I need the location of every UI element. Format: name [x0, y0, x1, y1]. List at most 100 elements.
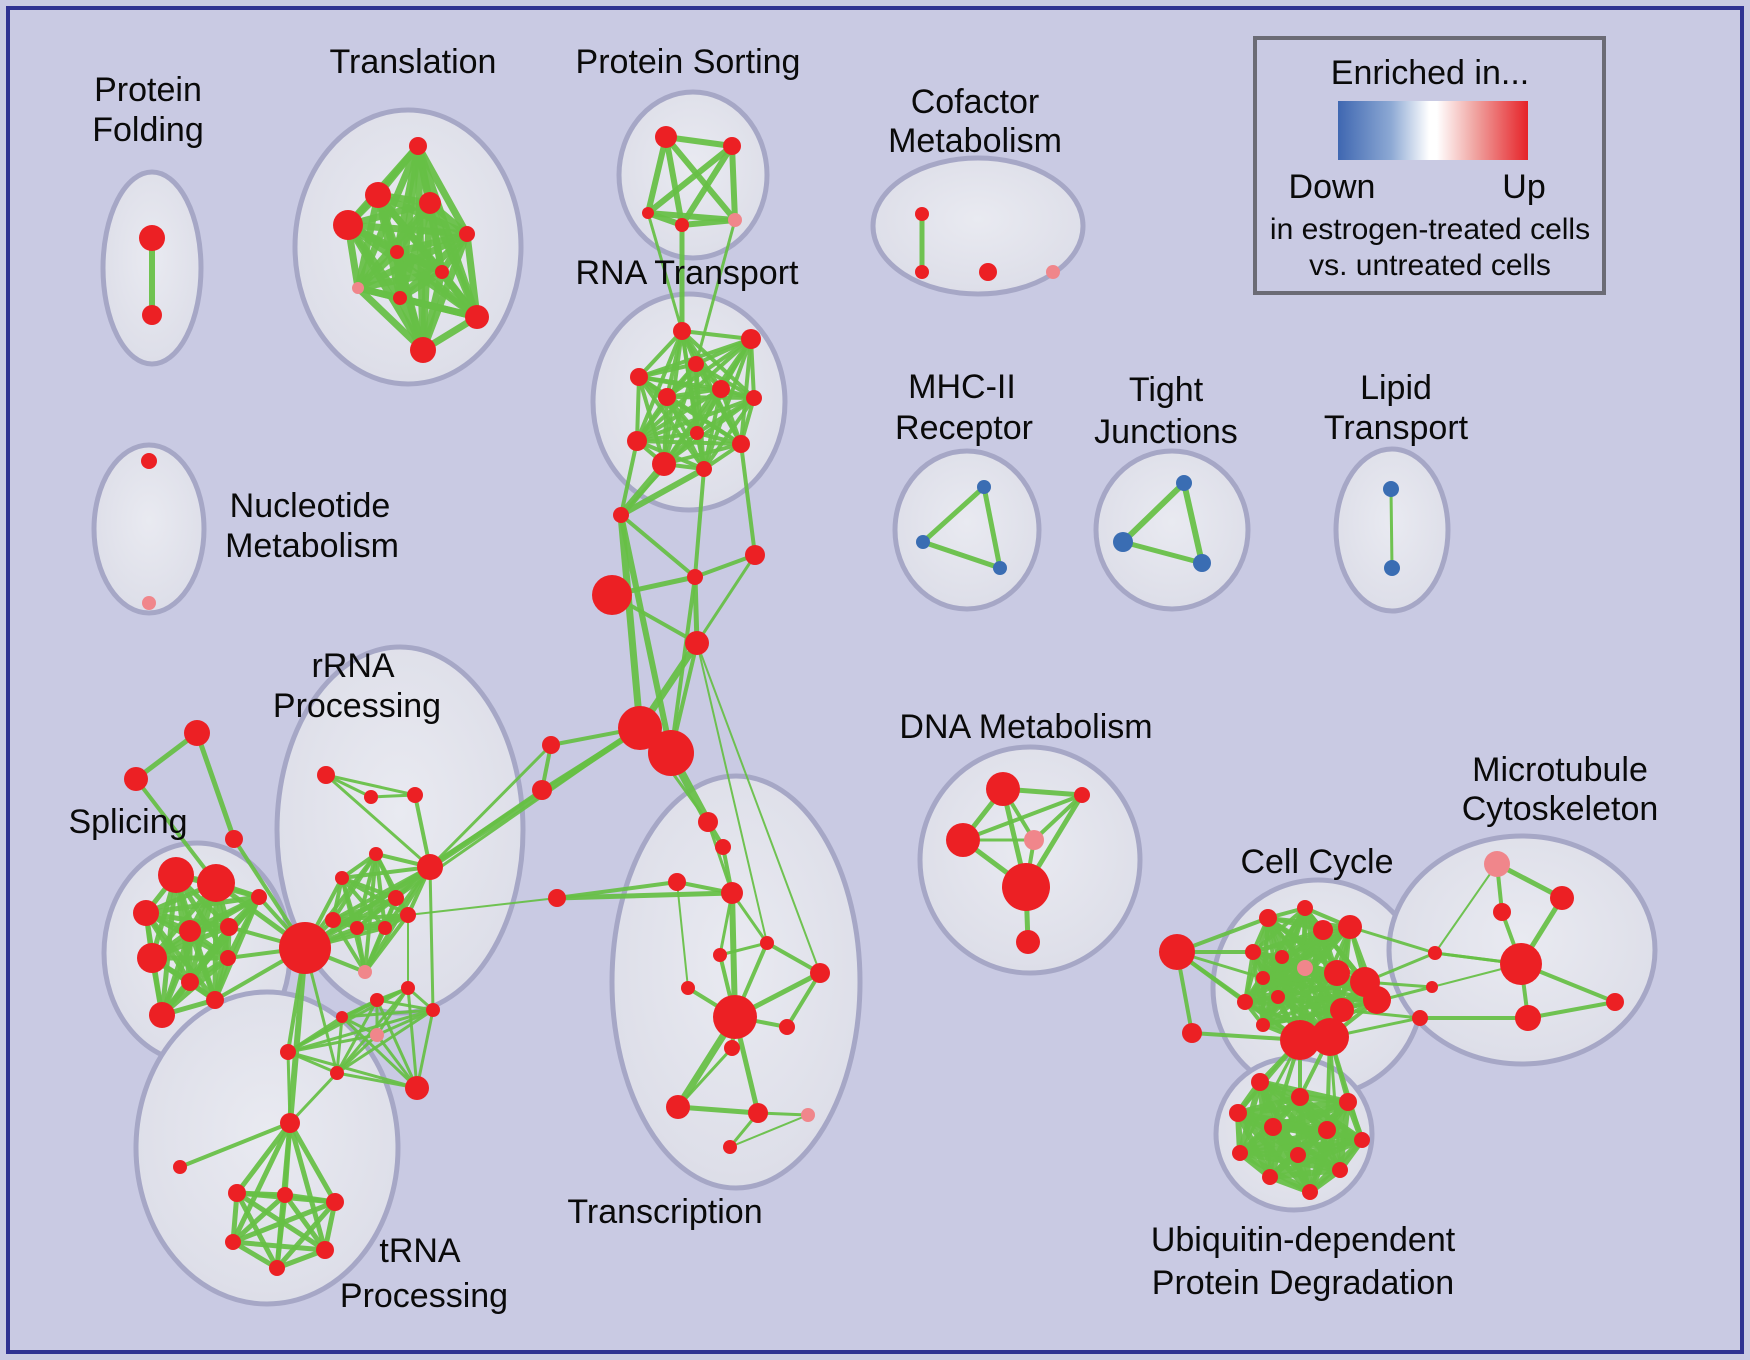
- cluster-label-splicing: Splicing: [68, 803, 187, 841]
- cluster-label-mhc-2: Receptor: [895, 409, 1033, 447]
- overlap-edge: [287, 1120, 328, 1253]
- overlap-edge: [1348, 925, 1437, 955]
- gene-set-node-t5: [459, 226, 475, 242]
- overlap-edge: [230, 1192, 288, 1245]
- gene-set-node-d6: [1016, 930, 1040, 954]
- gene-set-node-u7: [1354, 1132, 1370, 1148]
- cluster-label-microtubule-1: Microtubule: [1472, 751, 1648, 789]
- overlap-edge: [679, 143, 735, 228]
- overlap-edge: [340, 1015, 419, 1090]
- overlap-edge: [696, 642, 768, 944]
- gene-set-node-l3: [426, 1003, 440, 1017]
- gene-set-node-x13: [801, 1108, 815, 1122]
- gene-set-node-l6: [280, 1044, 296, 1060]
- overlap-edge: [645, 143, 735, 216]
- gene-set-node-x3: [668, 873, 686, 891]
- cluster-label-protein-folding-2: Folding: [92, 111, 204, 149]
- overlap-edge: [1261, 976, 1344, 1012]
- legend-title: Enriched in...: [1330, 54, 1530, 92]
- cluster-label-protein-folding-1: Protein: [94, 71, 202, 109]
- gene-set-node-l7: [330, 1066, 344, 1080]
- cluster-label-rna-transport: RNA Transport: [576, 254, 800, 292]
- gene-set-node-mt3: [1493, 903, 1511, 921]
- gene-set-node-cc12: [1237, 994, 1253, 1010]
- overlap-edge: [340, 865, 432, 880]
- overlap-edge: [419, 268, 446, 354]
- gene-set-node-mt2: [1550, 886, 1574, 910]
- gene-set-node-x9: [779, 1019, 795, 1035]
- overlap-edge: [415, 1008, 435, 1090]
- overlap-edge: [324, 773, 417, 797]
- overlap-edge: [230, 1199, 338, 1245]
- overlap-edge: [618, 512, 674, 756]
- overlap-edge: [286, 1008, 435, 1054]
- gene-set-node-rt6: [712, 380, 730, 398]
- gene-set-node-r5: [335, 871, 349, 885]
- gene-set-node-s11: [206, 991, 224, 1009]
- overlap-edge: [1389, 487, 1394, 570]
- overlap-edge: [1251, 925, 1352, 954]
- gene-set-node-t1: [409, 137, 427, 155]
- overlap-edge: [1261, 976, 1367, 984]
- overlap-edge: [637, 329, 684, 379]
- gene-set-node-rt2: [741, 329, 761, 349]
- overlap-edge: [354, 248, 401, 292]
- gene-set-node-rt3: [630, 368, 648, 386]
- cluster-label-rrna-1: rRNA: [311, 647, 394, 685]
- gene-set-node-hub1: [618, 706, 662, 750]
- gene-set-node-cc5: [1245, 944, 1261, 960]
- gene-set-node-r1: [317, 766, 335, 784]
- gene-set-node-u9: [1290, 1147, 1306, 1163]
- overlap-edge: [1434, 863, 1498, 954]
- gene-set-node-d3: [946, 823, 980, 857]
- overlap-edge: [663, 134, 735, 149]
- gene-set-node-x1: [698, 812, 718, 832]
- gene-set-node-t3: [419, 192, 441, 214]
- gene-set-node-t6: [390, 245, 404, 259]
- gene-set-node-cc11: [1256, 971, 1270, 985]
- gene-set-node-t11: [410, 337, 436, 363]
- overlap-edge: [1175, 950, 1302, 1042]
- overlap-edge: [344, 221, 471, 238]
- gene-set-node-cc13: [1271, 990, 1285, 1004]
- gene-set-node-u8: [1232, 1145, 1248, 1161]
- overlap-edge: [1267, 1167, 1343, 1180]
- gene-set-node-lt1: [1383, 481, 1399, 497]
- cluster-label-mhc-1: MHC-II: [908, 368, 1016, 406]
- cluster-label-rrna-2: Processing: [273, 687, 441, 725]
- gene-set-node-ps3: [642, 207, 654, 219]
- gene-set-node-t2: [365, 182, 391, 208]
- gene-set-node-ps4: [675, 218, 689, 232]
- overlap-edge: [695, 553, 757, 645]
- gene-set-node-tr2: [277, 1187, 293, 1203]
- cluster-label-dna-metabolism: DNA Metabolism: [899, 708, 1152, 746]
- overlap-edge: [920, 484, 987, 545]
- overlap-edge: [635, 337, 753, 443]
- gene-set-node-d2: [1074, 787, 1090, 803]
- gene-set-node-nm1: [141, 453, 157, 469]
- overlap-edge: [287, 945, 308, 1126]
- gene-set-node-mt5: [1606, 993, 1624, 1011]
- gene-set-node-nm2: [142, 596, 156, 610]
- gene-set-node-cf2: [915, 265, 929, 279]
- gene-set-node-s9: [220, 950, 236, 966]
- overlap-edge: [1181, 480, 1205, 566]
- gene-set-node-s5: [220, 918, 238, 936]
- cluster-ellipse-tight-junctions: [1093, 448, 1251, 612]
- overlap-edge: [274, 1199, 338, 1271]
- overlap-edge: [234, 1120, 293, 1196]
- gene-set-node-t7: [435, 265, 449, 279]
- gene-set-node-c3: [745, 545, 765, 565]
- gene-set-node-ccb1: [1280, 1020, 1320, 1060]
- gene-set-node-s8: [181, 973, 199, 991]
- gene-set-node-x5: [713, 948, 727, 962]
- overlap-edge: [617, 511, 644, 732]
- gene-set-node-rt5: [658, 388, 676, 406]
- gene-set-node-tj2: [1113, 532, 1133, 552]
- cluster-label-lipid-1: Lipid: [1360, 369, 1432, 407]
- gene-set-node-l5: [336, 1011, 348, 1023]
- cluster-label-transcription: Transcription: [567, 1193, 762, 1231]
- overlap-edge: [287, 1120, 338, 1205]
